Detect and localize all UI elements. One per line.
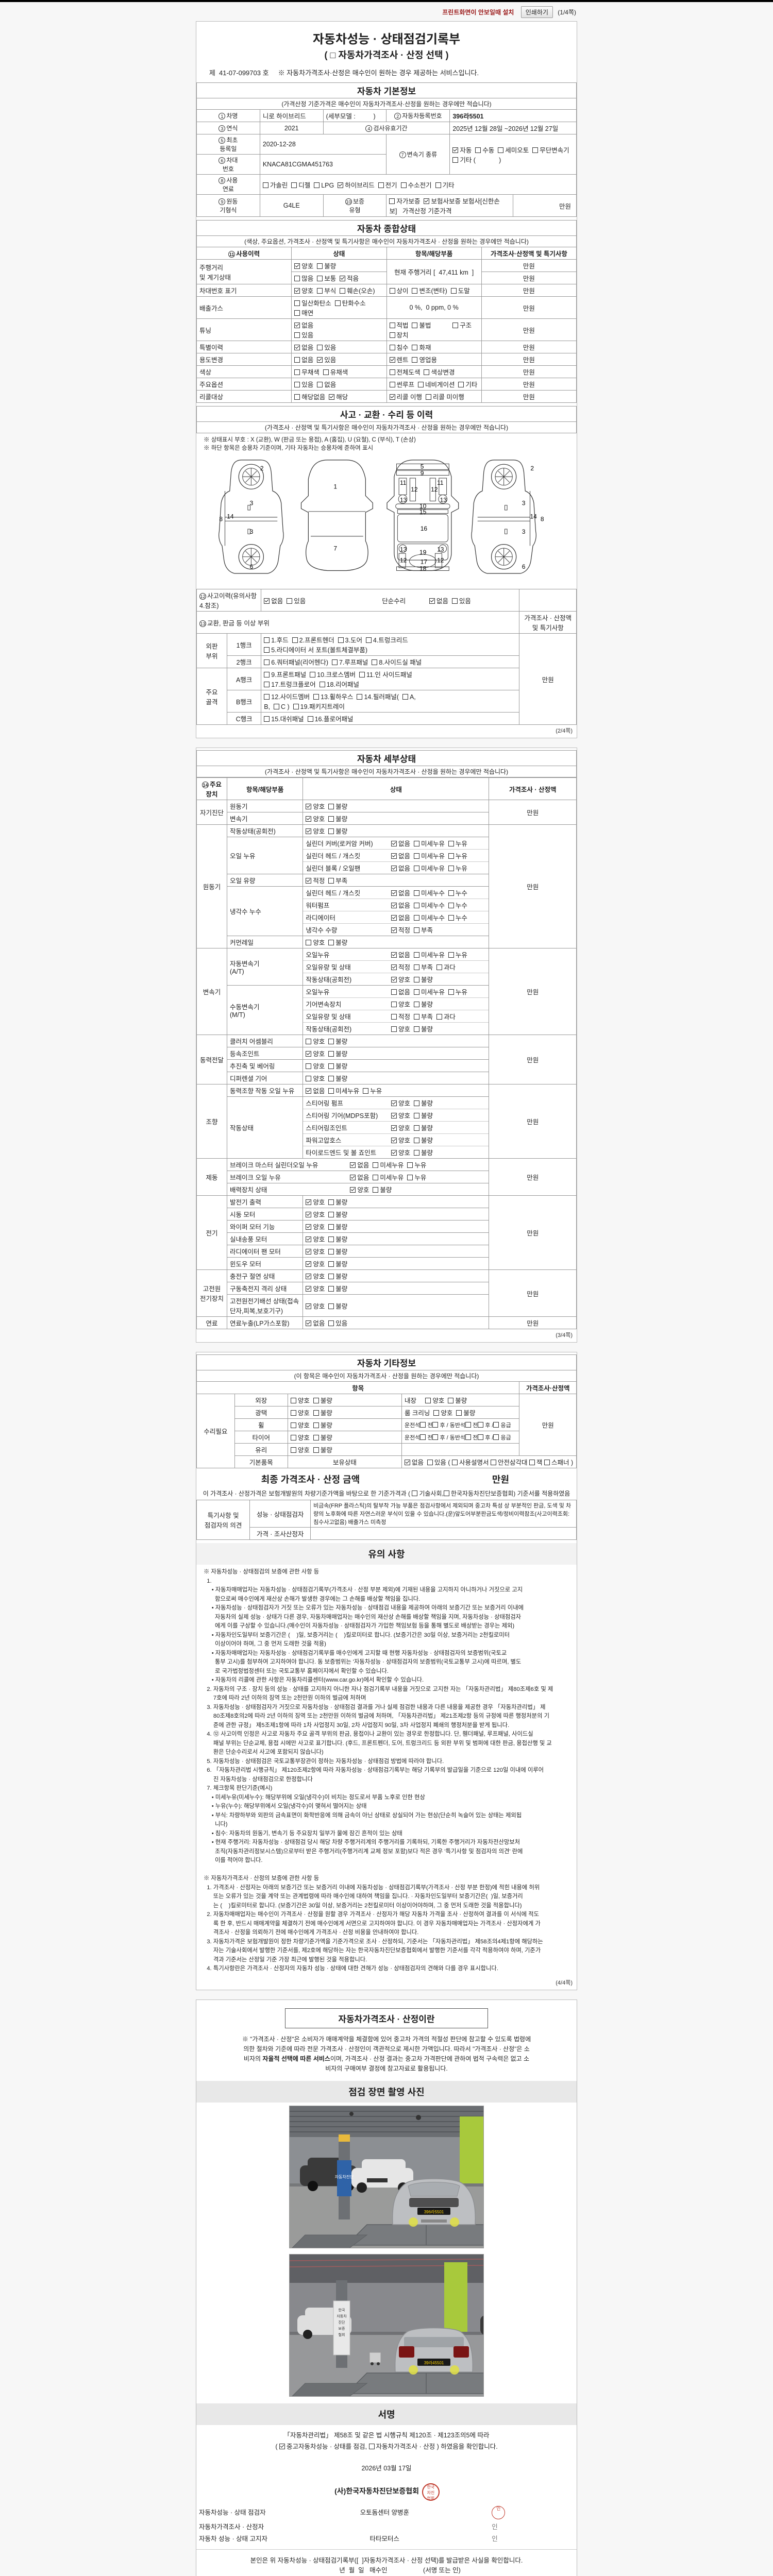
svg-text:6: 6 — [250, 563, 254, 570]
svg-text:3: 3 — [522, 500, 526, 507]
svg-text:3: 3 — [250, 500, 254, 507]
svg-text:9: 9 — [421, 469, 424, 477]
svg-text:15: 15 — [419, 508, 427, 515]
svg-text:11: 11 — [437, 479, 444, 486]
svg-text:13: 13 — [440, 496, 447, 503]
svg-text:12: 12 — [400, 557, 407, 564]
svg-text:보증: 보증 — [339, 2327, 345, 2331]
svg-text:18: 18 — [419, 565, 427, 572]
svg-text:39라45501: 39라45501 — [424, 2361, 444, 2365]
svg-text:1: 1 — [333, 483, 337, 490]
svg-text:13: 13 — [400, 496, 407, 503]
svg-text:2: 2 — [530, 465, 534, 472]
svg-text:13: 13 — [437, 546, 444, 553]
svg-text:3: 3 — [250, 528, 254, 535]
svg-text:자동차: 자동차 — [337, 2314, 347, 2318]
svg-text:5: 5 — [421, 463, 424, 470]
svg-text:2: 2 — [260, 465, 264, 472]
svg-text:협회: 협회 — [339, 2332, 345, 2337]
svg-text:3: 3 — [522, 528, 526, 535]
svg-text:12: 12 — [437, 557, 444, 564]
svg-text:14: 14 — [530, 513, 537, 520]
svg-text:19: 19 — [419, 549, 427, 556]
svg-text:16: 16 — [421, 525, 428, 532]
svg-text:자동차진단: 자동차진단 — [335, 2174, 354, 2179]
svg-text:한국: 한국 — [339, 2308, 345, 2312]
svg-text:11: 11 — [400, 479, 407, 486]
svg-text:17: 17 — [421, 558, 428, 566]
svg-text:12: 12 — [431, 486, 438, 493]
svg-text:12: 12 — [411, 486, 418, 493]
svg-text:13: 13 — [400, 546, 407, 553]
svg-text:6: 6 — [522, 563, 526, 570]
svg-text:8: 8 — [219, 515, 223, 522]
svg-text:396라5501: 396라5501 — [424, 2210, 444, 2214]
svg-text:진단: 진단 — [339, 2320, 345, 2325]
svg-text:7: 7 — [333, 545, 337, 552]
svg-text:8: 8 — [541, 515, 544, 522]
svg-text:14: 14 — [227, 513, 234, 520]
